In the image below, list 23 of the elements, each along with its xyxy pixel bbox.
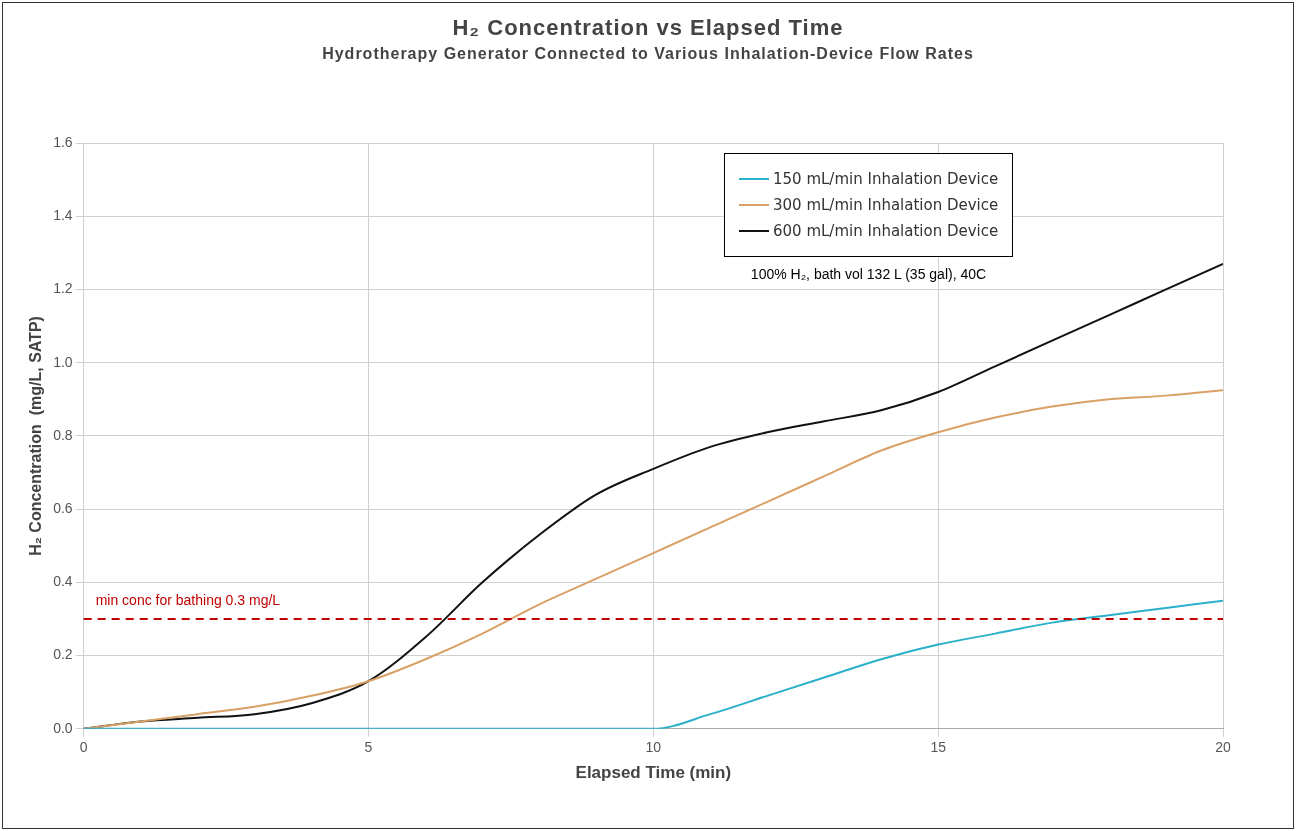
x-tick-label: 20 [1215, 739, 1231, 756]
y-tick-label: 1.0 [53, 353, 73, 370]
chart-title: H₂ Concentration vs Elapsed Time [451, 15, 845, 41]
y-tick-label: 1.6 [53, 133, 73, 150]
y-tick-label: 0.0 [53, 719, 73, 736]
x-tick-label: 5 [364, 739, 373, 756]
x-axis-title: Elapsed Time (min) [575, 763, 732, 783]
y-tick-label: 1.2 [53, 280, 73, 297]
y-tick-label: 0.2 [53, 646, 73, 663]
x-tick-label: 15 [930, 739, 947, 756]
annotation: 100% H₂, bath vol 132 L (35 gal), 40C [750, 266, 987, 282]
legend-label: 300 mL/min Inhalation Device [773, 196, 999, 214]
chart-subtitle: Hydrotherapy Generator Connected to Various Inhalation-Device Flow Rates [321, 45, 975, 63]
legend-label: 600 mL/min Inhalation Device [773, 222, 999, 240]
x-tick-label: 10 [645, 739, 662, 756]
y-axis-title: H₂ Concentration (mg/L, SATP) [27, 316, 45, 556]
legend-label: 150 mL/min Inhalation Device [773, 170, 999, 188]
y-tick-label: 1.4 [53, 207, 73, 224]
y-tick-label: 0.8 [53, 426, 73, 443]
y-tick-label: 0.4 [53, 573, 73, 590]
ref-line-label: min conc for bathing 0.3 mg/L [95, 591, 281, 608]
x-tick-label: 0 [79, 739, 88, 756]
y-tick-label: 0.6 [53, 499, 73, 516]
